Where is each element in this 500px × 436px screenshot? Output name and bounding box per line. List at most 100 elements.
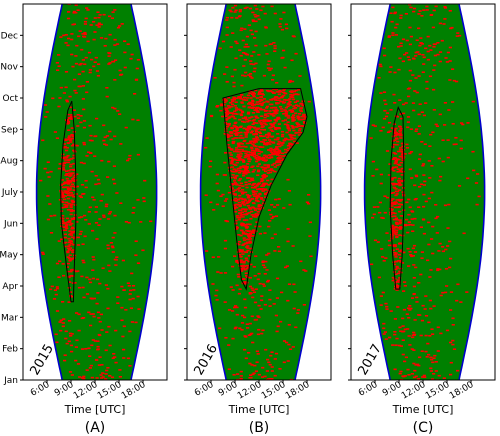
data-point bbox=[238, 184, 242, 187]
data-point bbox=[427, 243, 431, 246]
data-point bbox=[254, 209, 258, 211]
data-point bbox=[86, 9, 90, 11]
data-point bbox=[250, 232, 254, 234]
data-point bbox=[70, 228, 74, 230]
data-point bbox=[246, 46, 250, 48]
data-point bbox=[263, 196, 268, 198]
data-point bbox=[399, 259, 403, 262]
data-point bbox=[262, 168, 266, 171]
data-point bbox=[273, 47, 277, 50]
data-point bbox=[262, 108, 266, 111]
data-point bbox=[41, 253, 45, 255]
data-point bbox=[128, 330, 132, 333]
data-point bbox=[62, 146, 66, 149]
data-point bbox=[287, 190, 291, 192]
data-point bbox=[87, 51, 92, 54]
data-point bbox=[252, 70, 256, 73]
data-point bbox=[245, 264, 249, 267]
data-point bbox=[411, 334, 415, 336]
data-point bbox=[287, 128, 291, 130]
data-point bbox=[251, 184, 255, 186]
data-point bbox=[266, 67, 270, 69]
data-point bbox=[68, 189, 72, 191]
data-point bbox=[393, 131, 398, 133]
data-point bbox=[395, 286, 399, 288]
data-point bbox=[251, 100, 255, 103]
data-point bbox=[412, 349, 416, 351]
data-point bbox=[421, 71, 425, 73]
data-point bbox=[100, 329, 104, 331]
data-point bbox=[250, 235, 254, 237]
data-point bbox=[239, 166, 243, 168]
data-point bbox=[205, 137, 209, 139]
data-point bbox=[263, 110, 268, 112]
data-point bbox=[430, 238, 434, 240]
data-point bbox=[61, 263, 65, 265]
data-point bbox=[290, 137, 294, 139]
data-point bbox=[94, 211, 98, 213]
data-point bbox=[406, 231, 410, 234]
data-point bbox=[67, 248, 71, 251]
data-point bbox=[257, 272, 261, 275]
data-point bbox=[234, 170, 238, 173]
data-point bbox=[93, 31, 97, 33]
data-point bbox=[249, 103, 253, 105]
data-point bbox=[240, 102, 244, 104]
data-point bbox=[258, 204, 262, 206]
data-point bbox=[382, 91, 387, 93]
data-point bbox=[82, 141, 86, 144]
data-point bbox=[238, 190, 242, 192]
data-point bbox=[265, 254, 269, 256]
data-point bbox=[253, 67, 257, 70]
data-point bbox=[393, 212, 397, 215]
data-point bbox=[411, 336, 415, 339]
data-point bbox=[286, 124, 290, 126]
data-point bbox=[132, 289, 136, 291]
data-point bbox=[277, 91, 281, 93]
data-point bbox=[438, 51, 443, 53]
data-point bbox=[419, 273, 423, 276]
data-point bbox=[288, 133, 292, 136]
daylight-area bbox=[200, 4, 321, 380]
data-point bbox=[252, 94, 256, 97]
data-point bbox=[227, 117, 231, 119]
data-point bbox=[422, 232, 426, 235]
data-point bbox=[289, 94, 293, 96]
data-point bbox=[249, 29, 253, 32]
data-point bbox=[399, 215, 403, 217]
data-point bbox=[395, 133, 399, 136]
data-point bbox=[287, 283, 292, 285]
data-point bbox=[95, 359, 99, 361]
data-point bbox=[61, 194, 65, 197]
data-point bbox=[291, 126, 295, 128]
data-point bbox=[229, 186, 233, 188]
data-point bbox=[70, 258, 74, 260]
data-point bbox=[264, 348, 268, 351]
data-point bbox=[76, 117, 80, 119]
data-point bbox=[243, 75, 247, 77]
data-point bbox=[273, 111, 277, 113]
data-point bbox=[398, 99, 402, 101]
data-point bbox=[414, 130, 418, 132]
data-point bbox=[275, 146, 279, 148]
data-point bbox=[274, 88, 278, 91]
data-point bbox=[390, 179, 394, 181]
data-point bbox=[422, 205, 426, 208]
data-point bbox=[238, 10, 242, 13]
data-point bbox=[261, 264, 266, 266]
data-point bbox=[61, 192, 65, 194]
data-point bbox=[398, 203, 403, 206]
data-point bbox=[241, 160, 246, 162]
data-point bbox=[414, 364, 418, 366]
data-point bbox=[110, 245, 115, 248]
data-point bbox=[239, 234, 243, 237]
data-point bbox=[429, 370, 433, 372]
x-axis-title: Time [UTC] bbox=[228, 403, 290, 416]
data-point bbox=[294, 132, 298, 134]
data-point bbox=[71, 135, 75, 138]
data-point bbox=[238, 156, 242, 158]
data-point bbox=[141, 249, 145, 252]
data-point bbox=[398, 126, 402, 128]
data-point bbox=[92, 315, 96, 318]
data-point bbox=[393, 162, 397, 165]
